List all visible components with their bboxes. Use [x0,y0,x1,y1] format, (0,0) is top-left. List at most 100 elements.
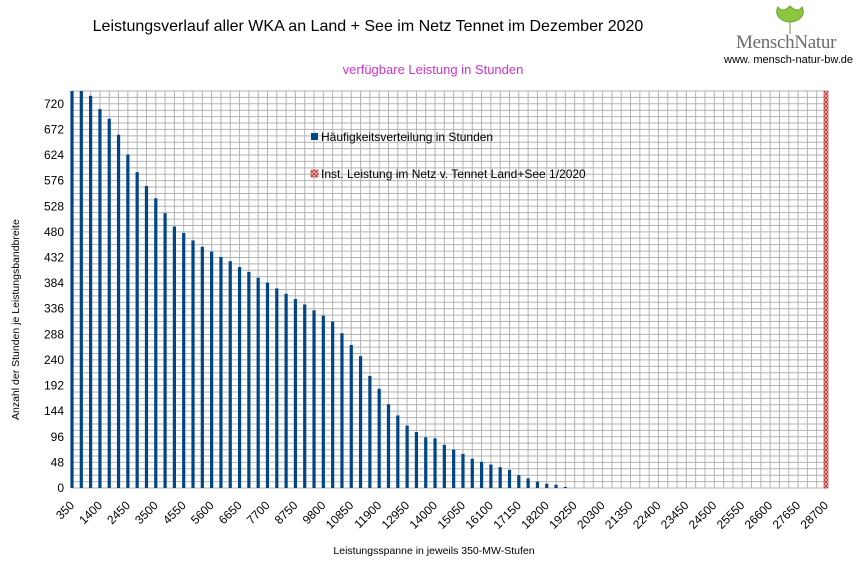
bar [470,458,474,488]
x-tick-label: 17150 [490,498,524,532]
logo: MenschNatur www. mensch-natur-bw.de [724,4,864,66]
legend-label: Inst. Leistung im Netz v. Tennet Land+Se… [321,167,586,181]
bar [107,118,111,488]
bar [237,267,242,488]
y-tick-label: 384 [44,276,64,290]
x-tick-label: 20300 [574,498,608,532]
bar [89,95,93,488]
x-tick-label: 3500 [132,498,161,527]
x-tick-label: 6650 [216,498,245,527]
bar [312,310,316,488]
y-tick-label: 672 [44,122,64,136]
bar [377,388,381,488]
y-tick-label: 432 [44,250,64,264]
x-tick-label: 28700 [798,498,832,532]
bar [284,293,288,488]
x-tick-label: 5600 [188,498,217,527]
x-tick-label: 8750 [272,498,301,527]
bar [340,333,344,488]
y-tick-label: 0 [57,481,64,495]
bar [452,449,456,488]
y-tick-label: 624 [44,148,64,162]
bar [182,232,186,488]
bar [191,240,195,488]
bar [517,475,521,488]
bar [172,226,176,488]
x-tick-label: 15050 [435,498,469,532]
bar [293,299,298,488]
bar [163,213,167,488]
bar [358,356,363,488]
bar [545,483,549,488]
x-tick-label: 12950 [379,498,413,532]
bar [116,134,121,488]
bar [554,484,558,488]
x-axis-label: Leistungsspanne in jeweils 350-MW-Stufen [333,545,535,557]
bar [442,444,446,488]
bar [256,277,260,488]
bar [563,486,567,488]
bar [135,172,139,488]
legend-swatch [310,169,319,178]
bar [433,438,437,488]
x-tick-label: 10850 [323,498,357,532]
bar [386,404,391,488]
x-tick-label: 14000 [407,498,441,532]
bar [349,344,353,488]
bar [144,185,149,488]
bar [368,375,372,488]
bar [507,469,512,488]
bar [247,271,251,488]
logo-url: www. mensch-natur-bw.de [724,54,853,66]
bar [228,261,232,488]
y-tick-label: 144 [44,404,64,418]
bar [265,282,270,488]
x-tick-label: 22400 [630,498,664,532]
bar [154,198,158,488]
bar [424,437,428,488]
y-tick-label: 528 [44,199,64,213]
y-tick-label: 192 [44,379,64,393]
legend-swatch [311,133,318,140]
y-tick-label: 96 [51,430,65,444]
y-tick-label: 336 [44,302,64,316]
bar [79,91,83,488]
bar [479,461,484,488]
bar [200,246,204,488]
bar [98,109,102,489]
x-tick-label: 7700 [244,498,273,527]
y-tick-label: 48 [51,455,65,469]
bar [219,256,223,488]
bar [405,425,409,488]
logo-name: MenschNatur [736,32,837,53]
x-tick-label: 21350 [602,498,636,532]
capacity-bar [823,90,829,489]
bar [303,304,307,488]
bar [414,431,419,488]
y-tick-label: 240 [44,353,64,367]
y-tick-label: 288 [44,327,64,341]
chart-title: Leistungsverlauf aller WKA an Land + See… [92,18,644,35]
ginkgo-leaf-icon [776,5,804,34]
x-tick-label: 19250 [546,498,580,532]
x-tick-label: 18200 [518,498,552,532]
bar [489,464,493,488]
chart-subtitle: verfügbare Leistung in Stunden [342,62,524,77]
bar [498,467,502,488]
bar [526,478,530,488]
bar [396,415,400,488]
x-tick-label: 4550 [160,498,189,527]
x-tick-label: 350 [53,498,77,522]
bar [321,315,325,488]
x-tick-label: 26600 [742,498,776,532]
bar [70,91,74,488]
y-tick-label: 480 [44,225,64,239]
x-tick-label: 16100 [463,498,497,532]
x-tick-label: 25550 [714,498,748,532]
x-tick-label: 24500 [686,498,720,532]
y-tick-label: 720 [44,97,64,111]
x-tick-label: 27650 [770,498,804,532]
x-tick-label: 11900 [351,498,384,531]
bar [126,154,130,488]
